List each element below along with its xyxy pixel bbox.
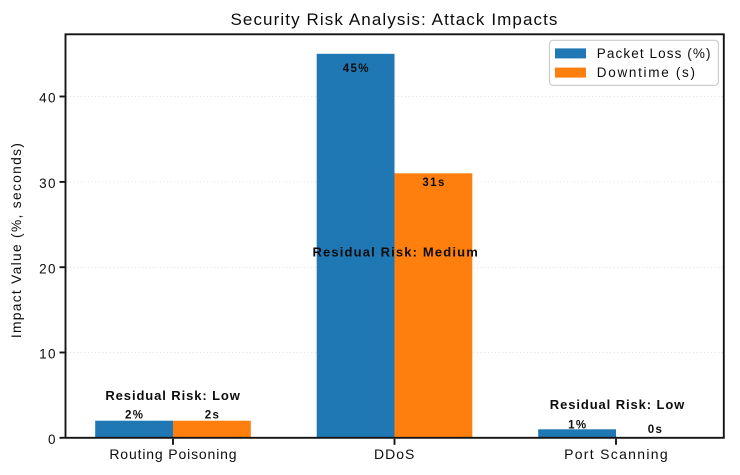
svg-text:Residual Risk: Low: Residual Risk: Low (105, 388, 240, 403)
svg-text:Security Risk Analysis: Attack: Security Risk Analysis: Attack Impacts (230, 10, 558, 29)
svg-text:Impact Value (%, seconds): Impact Value (%, seconds) (9, 142, 24, 338)
svg-text:Residual Risk: Medium: Residual Risk: Medium (312, 245, 478, 260)
svg-text:40: 40 (39, 91, 57, 106)
svg-text:20: 20 (39, 261, 57, 276)
svg-text:Port Scanning: Port Scanning (564, 446, 669, 462)
svg-text:Residual Risk: Low: Residual Risk: Low (550, 397, 685, 412)
svg-text:31s: 31s (422, 177, 445, 189)
svg-text:2%: 2% (125, 410, 144, 422)
svg-text:10: 10 (39, 347, 57, 362)
svg-text:Downtime (s): Downtime (s) (597, 65, 697, 80)
svg-text:2s: 2s (205, 410, 221, 422)
svg-text:0s: 0s (648, 424, 664, 436)
svg-text:DDoS: DDoS (374, 446, 415, 462)
svg-text:45%: 45% (343, 63, 370, 75)
svg-text:Packet Loss (%): Packet Loss (%) (597, 46, 712, 61)
svg-text:1%: 1% (568, 419, 587, 431)
svg-text:30: 30 (39, 176, 57, 191)
svg-text:0: 0 (48, 432, 57, 447)
svg-text:Routing Poisoning: Routing Poisoning (109, 446, 237, 462)
